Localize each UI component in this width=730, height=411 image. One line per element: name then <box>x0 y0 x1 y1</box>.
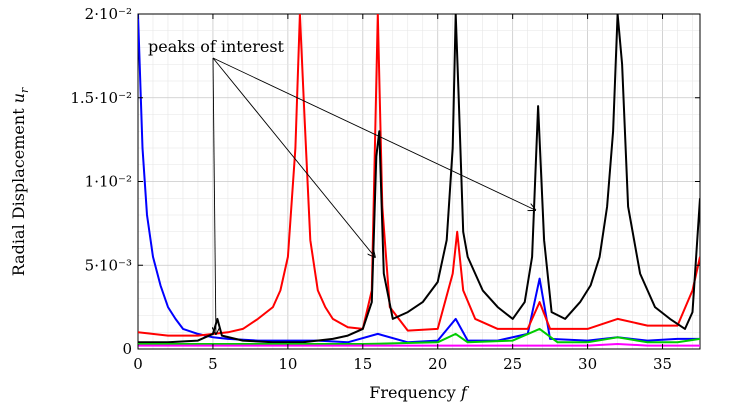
series-line-2 <box>138 14 700 344</box>
x-tick-label: 10 <box>278 355 297 373</box>
series-line-1 <box>138 14 700 337</box>
y-axis-label-text: Radial Displacement <box>9 103 28 276</box>
y-axis-subscript: r <box>18 87 31 93</box>
annotation-arrow-0 <box>213 57 216 334</box>
annotation-text: peaks of interest <box>148 37 285 56</box>
x-tick-label: 35 <box>653 355 672 373</box>
x-tick-label: 20 <box>428 355 447 373</box>
x-tick-label: 0 <box>133 355 143 373</box>
y-axis-label: Radial Displacement ur <box>9 87 31 276</box>
y-tick-label: 0 <box>122 340 132 358</box>
x-tick-label: 15 <box>353 355 372 373</box>
x-axis-label-text: Frequency <box>369 383 461 402</box>
y-tick-label: 5·10⁻³ <box>85 256 132 274</box>
ticks-group: 0 5 10 15 20 25 30 35 0 5·10⁻³ 1·10⁻² 1.5·10⁻² 2·10⁻… <box>70 5 700 373</box>
series-group <box>138 14 700 347</box>
annotation-group: peaks of interest <box>148 37 535 334</box>
x-tick-label: 25 <box>503 355 522 373</box>
y-tick-label: 2·10⁻² <box>85 5 132 23</box>
annotation-arrow-2 <box>212 57 535 210</box>
x-axis-variable: f <box>460 383 470 402</box>
y-axis-variable: u <box>9 93 28 103</box>
y-tick-label: 1·10⁻² <box>85 173 132 191</box>
x-tick-label: 5 <box>208 355 218 373</box>
series-line-0 <box>138 14 700 344</box>
x-axis-label: Frequency f <box>369 383 470 402</box>
x-tick-label: 30 <box>578 355 597 373</box>
y-tick-label: 1.5·10⁻² <box>70 89 132 107</box>
annotation-arrow-1 <box>212 57 375 257</box>
series-line-3 <box>138 327 700 345</box>
